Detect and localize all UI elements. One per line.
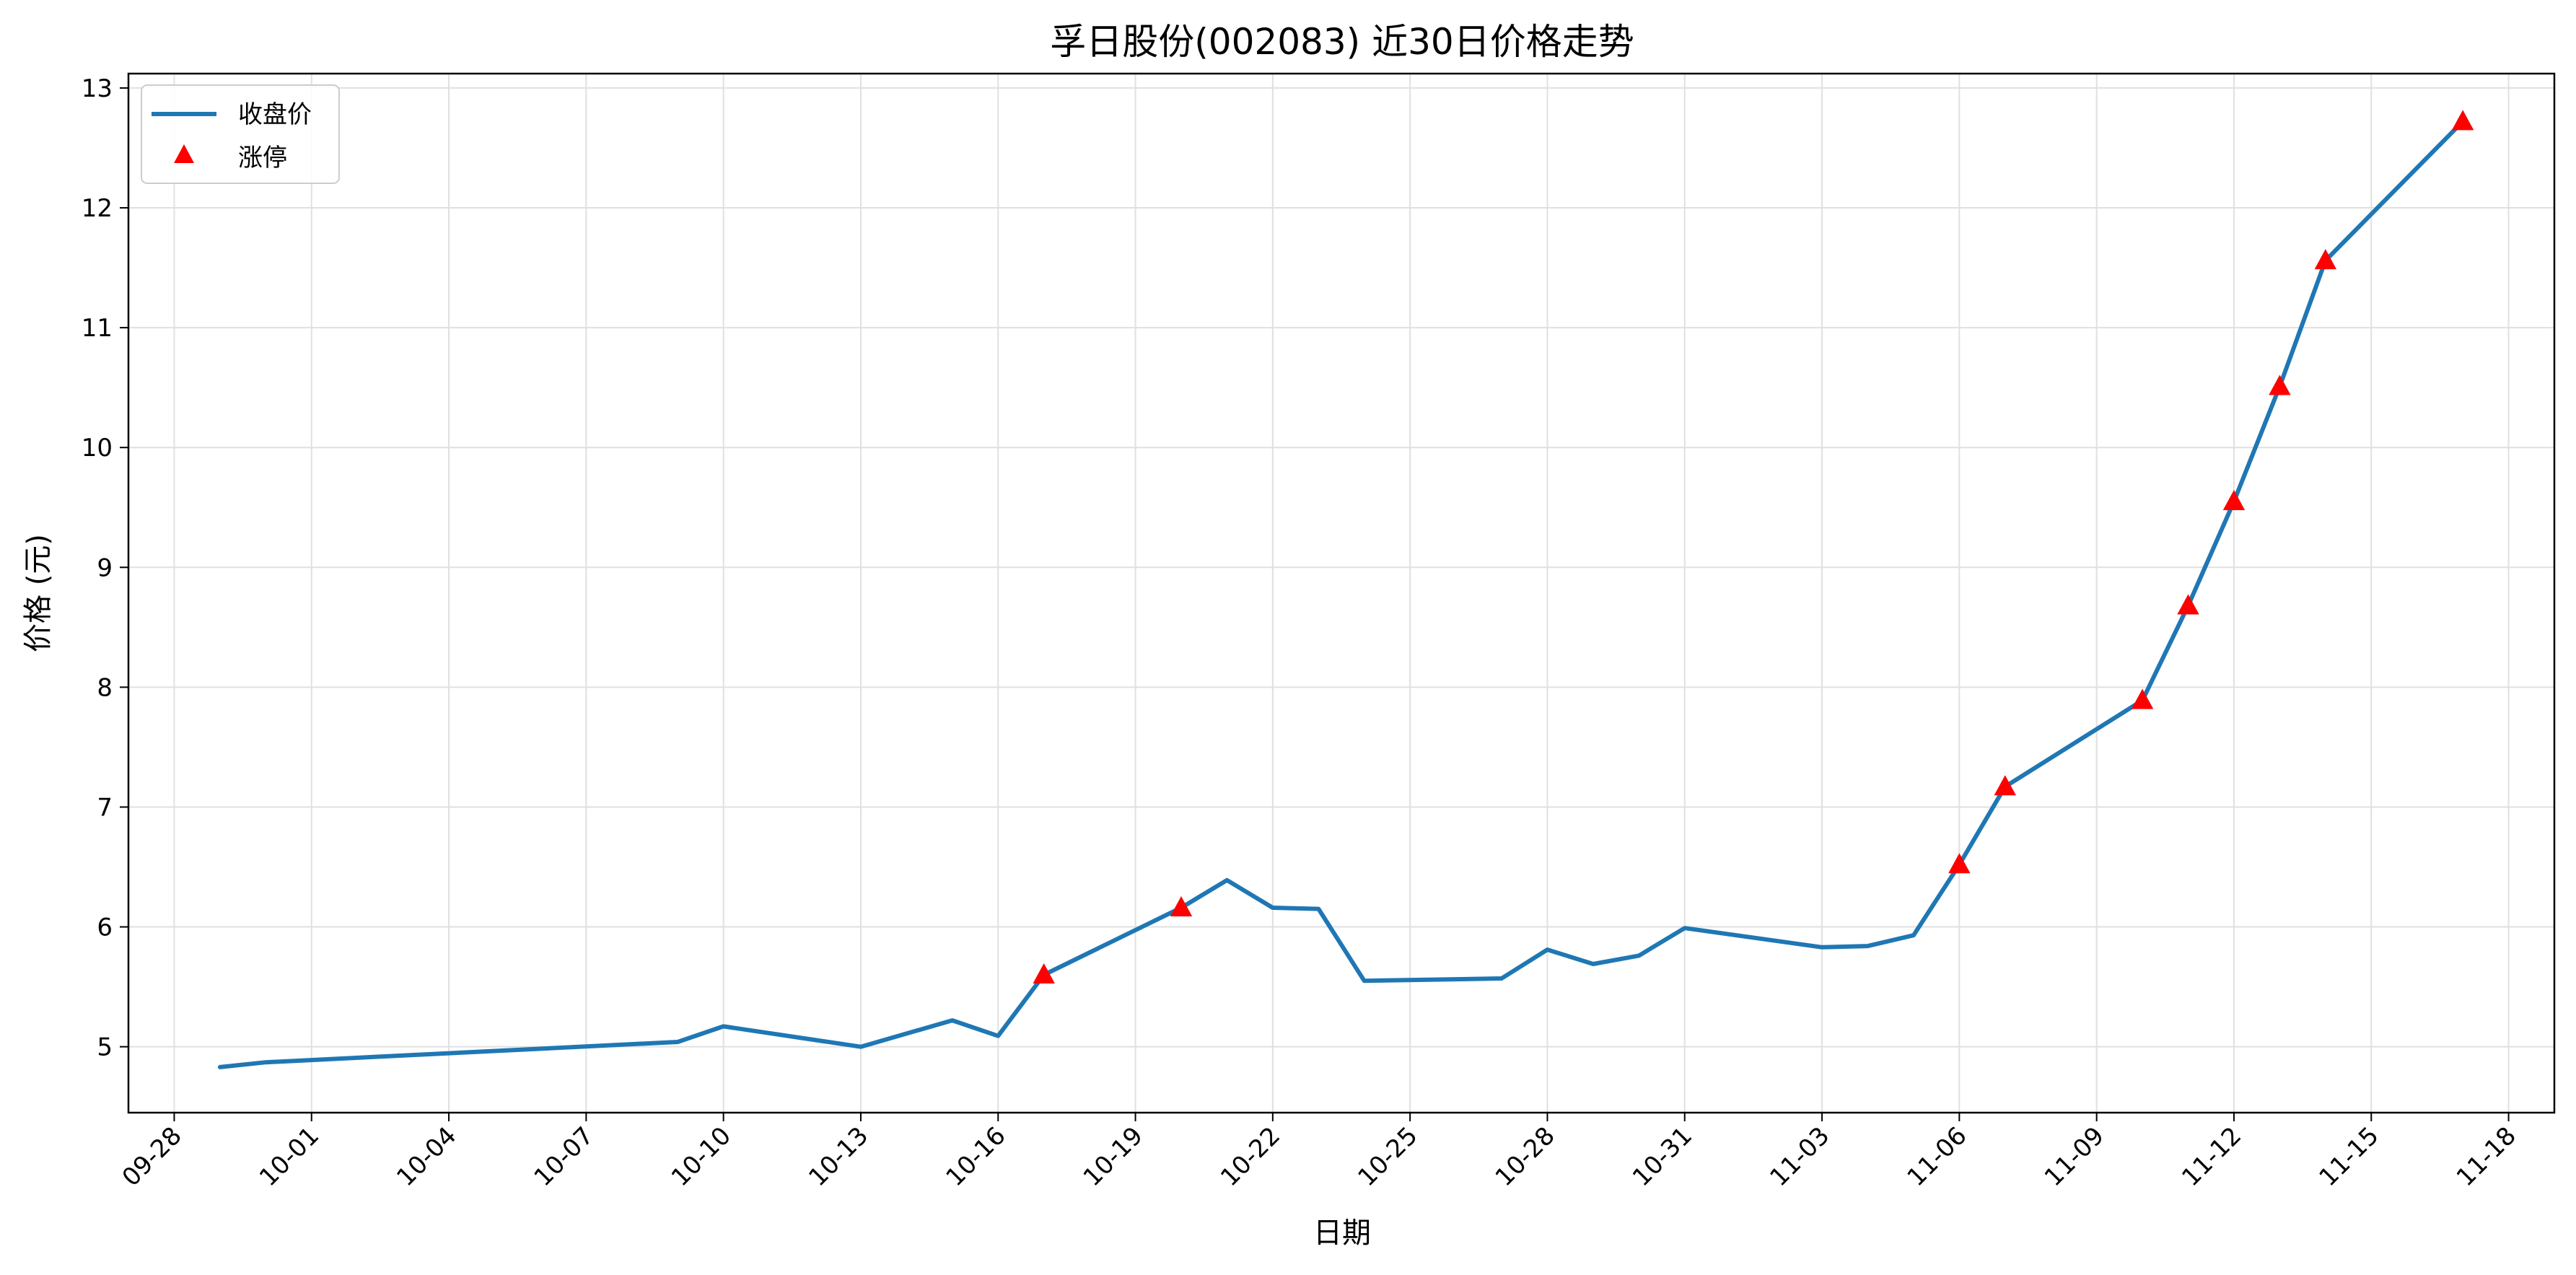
x-tick-label: 11-03 [1764,1121,1835,1192]
x-tick-label: 09-28 [117,1121,188,1192]
x-tick-label: 10-19 [1078,1121,1149,1192]
close-price-line [217,119,2466,1069]
y-axis-ticks: 5 6 7 8 9 10 11 12 13 [82,74,128,1062]
y-tick-label: 7 [97,793,113,822]
limit-up-marker [2131,688,2154,709]
limit-up-marker [2314,249,2337,270]
x-tick-label: 10-25 [1352,1121,1423,1192]
x-tick-label: 10-01 [254,1121,325,1192]
x-tick-label: 10-04 [391,1121,462,1192]
y-tick-label: 8 [97,673,113,702]
limit-up-marker [2222,489,2246,510]
plot-frame [127,72,2556,1114]
x-tick-label: 10-13 [803,1121,874,1192]
limit-up-marker [1994,775,2016,796]
limit-up-marker [2177,594,2199,615]
y-tick-label: 12 [82,194,113,223]
plot-series [217,110,2474,1069]
x-tick-label: 10-31 [1627,1121,1698,1192]
limit-up-marker [1948,853,1971,874]
limit-up-marker [2269,374,2291,395]
y-tick-label: 9 [97,553,113,582]
x-tick-label: 10-22 [1215,1121,1286,1192]
x-tick-label: 11-15 [2313,1121,2384,1192]
x-axis-title: 日期 [1313,1217,1371,1250]
x-tick-label: 10-16 [940,1121,1011,1192]
x-tick-label: 10-07 [529,1121,600,1192]
y-axis-title: 价格 (元) [22,534,55,652]
legend-label-close: 收盘价 [238,100,312,129]
chart-title: 孚日股份(002083) 近30日价格走势 [1050,21,1634,63]
y-tick-label: 5 [97,1033,113,1062]
x-tick-label: 11-12 [2176,1121,2247,1192]
limit-up-marker [1170,895,1193,916]
y-tick-label: 6 [97,913,113,942]
x-tick-label: 11-06 [1902,1121,1973,1192]
x-tick-label: 10-28 [1490,1121,1561,1192]
grid-lines [128,74,2554,1113]
y-tick-label: 13 [82,74,113,103]
legend-triangle-swatch [174,144,194,163]
x-axis-ticks: 09-28 10-01 10-04 10-07 10-10 10-13 10-16 10-19… [117,1113,2522,1192]
y-tick-label: 10 [82,434,113,463]
y-tick-label: 11 [82,314,113,343]
x-tick-label: 11-09 [2039,1121,2110,1192]
x-tick-label: 10-10 [666,1121,737,1192]
limit-up-marker [1033,963,1055,983]
legend: 收盘价 涨停 [141,84,340,184]
limit-up-marker [2451,110,2474,131]
x-tick-label: 11-18 [2451,1121,2522,1192]
legend-label-limit-up: 涨停 [238,144,287,172]
